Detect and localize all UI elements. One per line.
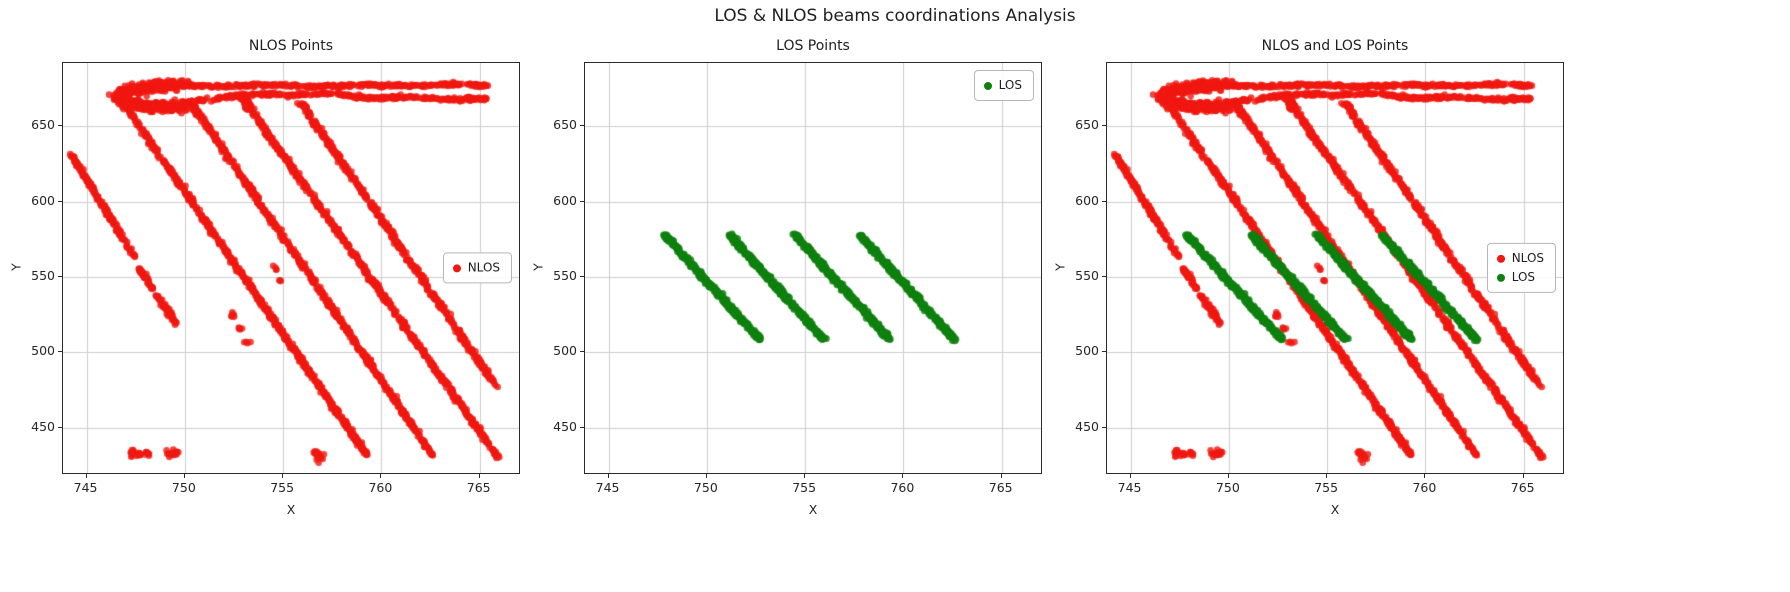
x-tick-label: 755: [792, 480, 817, 495]
legend: LOS: [973, 70, 1034, 102]
x-tick-label: 760: [890, 480, 915, 495]
x-tick-mark: [1001, 474, 1002, 478]
x-tick-mark: [184, 474, 185, 478]
legend-label: LOS: [998, 78, 1022, 92]
y-tick-label: 600: [553, 192, 577, 208]
y-tick-mark: [580, 201, 584, 202]
y-tick-mark: [1102, 125, 1106, 126]
figure-title: LOS & NLOS beams coordinations Analysis: [714, 6, 1076, 26]
y-tick-label: 550: [1075, 268, 1099, 284]
x-tick-label: 765: [466, 480, 491, 495]
x-tick-mark: [1326, 474, 1327, 478]
y-tick-label: 450: [31, 418, 55, 434]
y-tick-mark: [1102, 276, 1106, 277]
subplot-nlos: NLOS Points NLOS X Y 745 750 755 760 765 450 5…: [0, 38, 522, 558]
x-tick-mark: [479, 474, 480, 478]
subplot-nlos-x-axis-label: X: [286, 502, 296, 517]
x-tick-label: 760: [368, 480, 393, 495]
legend: NLOS: [442, 252, 512, 284]
legend-entry: NLOS: [1496, 249, 1544, 268]
y-tick-mark: [1102, 427, 1106, 428]
legend-marker-nlos-icon: [452, 264, 461, 272]
y-tick-label: 500: [1075, 343, 1099, 359]
legend-label: NLOS: [1511, 250, 1544, 265]
subplot-los-plot-area: LOS: [584, 62, 1042, 474]
subplot-nlos-plot-area: NLOS: [62, 62, 520, 474]
legend-label: LOS: [1511, 270, 1536, 284]
subplot-los-title: LOS Points: [776, 38, 850, 54]
x-tick-label: 760: [1412, 480, 1437, 495]
y-tick-mark: [1102, 201, 1106, 202]
y-tick-label: 600: [31, 192, 55, 208]
legend-entry: NLOS: [452, 258, 500, 277]
x-tick-label: 745: [1117, 480, 1142, 495]
y-tick-mark: [580, 125, 584, 126]
x-tick-mark: [380, 474, 381, 478]
x-tick-label: 750: [1215, 480, 1240, 495]
x-tick-label: 755: [270, 480, 295, 495]
y-tick-label: 550: [31, 268, 55, 284]
x-tick-mark: [902, 474, 903, 478]
charts-row: NLOS Points NLOS X Y 745 750 755 760 765 450 5…: [0, 38, 1566, 558]
legend-marker-los-icon: [1496, 273, 1505, 282]
y-tick-mark: [58, 427, 62, 428]
y-tick-label: 550: [553, 268, 577, 284]
y-tick-label: 650: [31, 117, 55, 133]
subplot-combined: NLOS and LOS Points NLOS LOS X Y 745 750 75…: [1044, 38, 1566, 558]
x-tick-mark: [282, 474, 283, 478]
legend-marker-los-icon: [983, 81, 992, 90]
x-tick-label: 765: [988, 480, 1013, 495]
x-tick-mark: [804, 474, 805, 478]
y-tick-mark: [1102, 351, 1106, 352]
x-tick-label: 750: [171, 480, 196, 495]
x-tick-label: 765: [1510, 480, 1535, 495]
x-tick-mark: [1523, 474, 1524, 478]
subplot-combined-title: NLOS and LOS Points: [1261, 38, 1409, 54]
subplot-combined-x-axis-label: X: [1330, 502, 1340, 517]
y-tick-label: 450: [1075, 418, 1099, 434]
subplot-los-x-axis-label: X: [808, 502, 818, 517]
y-tick-mark: [580, 427, 584, 428]
y-tick-mark: [58, 276, 62, 277]
x-tick-mark: [706, 474, 707, 478]
y-tick-mark: [58, 351, 62, 352]
x-tick-mark: [608, 474, 609, 478]
x-tick-mark: [1424, 474, 1425, 478]
x-tick-label: 745: [595, 480, 620, 495]
x-tick-mark: [1228, 474, 1229, 478]
y-tick-mark: [580, 351, 584, 352]
x-tick-label: 755: [1314, 480, 1339, 495]
legend-label: NLOS: [467, 260, 500, 275]
y-tick-mark: [58, 201, 62, 202]
y-tick-label: 600: [1075, 192, 1099, 208]
legend-marker-nlos-icon: [1496, 254, 1505, 263]
y-tick-label: 500: [31, 343, 55, 359]
y-tick-label: 650: [553, 117, 577, 133]
x-tick-mark: [86, 474, 87, 478]
y-tick-label: 650: [1075, 117, 1099, 133]
subplot-los-scatter-canvas: [585, 63, 1041, 473]
y-tick-label: 450: [553, 418, 577, 434]
x-tick-label: 750: [693, 480, 718, 495]
y-tick-label: 500: [553, 343, 577, 359]
y-tick-mark: [580, 276, 584, 277]
subplot-combined-plot-area: NLOS LOS: [1106, 62, 1564, 474]
x-tick-label: 745: [73, 480, 98, 495]
legend: NLOS LOS: [1486, 242, 1556, 294]
subplot-los: LOS Points LOS X Y 745 750 755 760 765 450 500…: [522, 38, 1044, 558]
legend-entry: LOS: [983, 76, 1022, 95]
y-tick-mark: [58, 125, 62, 126]
legend-entry: LOS: [1496, 268, 1544, 287]
x-tick-mark: [1130, 474, 1131, 478]
subplot-nlos-title: NLOS Points: [248, 38, 334, 54]
